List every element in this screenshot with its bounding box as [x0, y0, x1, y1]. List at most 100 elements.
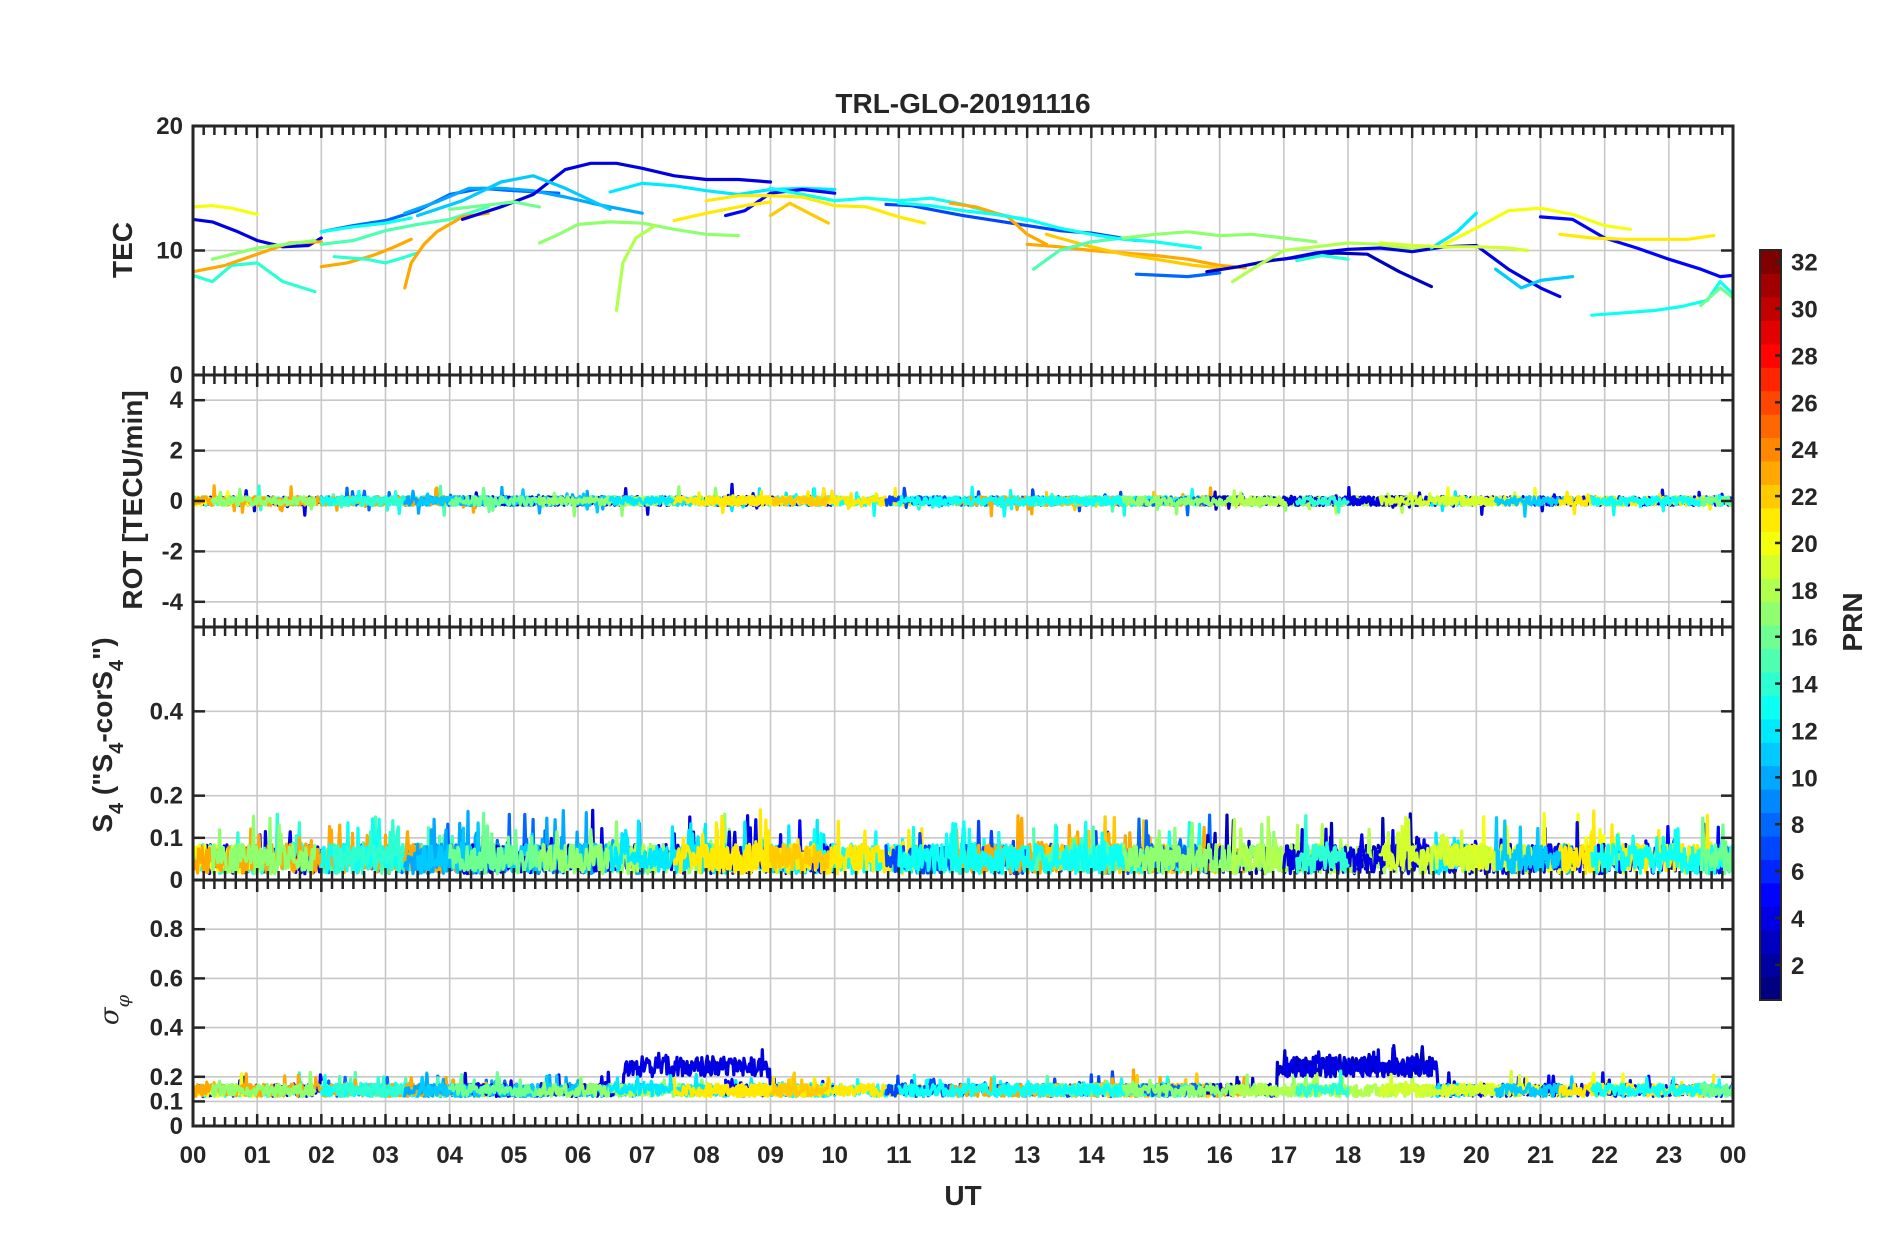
colorbar-tick-label: 28	[1791, 343, 1818, 370]
y-tick-label-rot: 0	[170, 488, 183, 515]
colorbar-tick-label: 8	[1791, 812, 1804, 839]
colorbar-tick-label: 16	[1791, 625, 1818, 652]
colorbar-segment	[1760, 718, 1781, 743]
s4-series-prn-14	[332, 819, 420, 875]
tec-series-prn-18	[1230, 241, 1446, 284]
rot-series-prn-22	[768, 495, 830, 507]
colorbar-segment	[1760, 250, 1781, 275]
x-tick-label: 17	[1270, 1142, 1297, 1169]
tec-series-prn-14	[332, 251, 420, 265]
colorbar-segment	[1760, 648, 1781, 673]
tec-series-prn-10	[403, 186, 644, 215]
s4-series-prn-21	[672, 808, 773, 876]
tec-series-prn-23	[403, 211, 490, 290]
colorbar-tick-label: 30	[1791, 297, 1818, 324]
y-tick-label-rot: 2	[170, 438, 183, 465]
s4-series-prn-16	[1699, 816, 1733, 876]
panel-s4: 0 0.1 0.2 0.4	[150, 625, 1735, 894]
sigma-series-prn-14	[332, 1075, 420, 1098]
x-tick-label: 00	[180, 1142, 207, 1169]
s4-axis-label: S4 ("S4-corS4")	[87, 637, 128, 832]
colorbar-segment	[1760, 765, 1781, 790]
colorbar-segment	[1760, 789, 1781, 814]
colorbar-tick-label: 14	[1791, 672, 1818, 699]
colorbar-tick-label: 12	[1791, 718, 1818, 745]
tec-series-prn-13	[897, 201, 1202, 250]
sigma-series-prn-16	[1699, 1082, 1733, 1098]
colorbar-segment	[1760, 835, 1781, 860]
tec-series-prn-20	[193, 204, 259, 216]
sigma-series-prn-17	[1121, 1073, 1318, 1099]
tec-series-prn-4	[193, 217, 323, 249]
x-tick-label: 08	[693, 1142, 720, 1169]
tec-series-prn-15	[1032, 236, 1125, 271]
y-tick-label-sigma: 0.8	[150, 916, 183, 943]
tec-series-prn-13	[1590, 280, 1733, 317]
panel-tec: 0 10 20	[156, 113, 1735, 389]
tec-series-prn-17	[1121, 230, 1318, 244]
colorbar-segment	[1760, 460, 1781, 485]
x-tick-label: 07	[629, 1142, 656, 1169]
s4-label-sub2: 4	[106, 742, 128, 754]
s4-series-prn-17	[210, 814, 317, 876]
rot-series-prn-14	[1295, 495, 1350, 514]
tec-series-prn-23	[319, 237, 413, 269]
sigma-label-sub: φ	[113, 994, 134, 1007]
colorbar-segment	[1760, 859, 1781, 884]
tec-axis-label: TEC	[107, 222, 138, 278]
y-tick-label-sigma: 0.4	[150, 1015, 184, 1042]
x-tick-label: 16	[1206, 1142, 1233, 1169]
colorbar-segment	[1760, 578, 1781, 603]
x-tick-label: 14	[1078, 1142, 1105, 1169]
sigma-label-main: σ	[95, 1006, 125, 1025]
tec-series-prn-21	[672, 200, 773, 223]
tec-series-prn-16	[448, 200, 542, 211]
tec-series-prn-12	[1429, 211, 1478, 250]
chart-title: TRL-GLO-20191116	[835, 88, 1090, 119]
y-tick-label-sigma: 0.2	[150, 1064, 183, 1091]
colorbar-segment	[1760, 343, 1781, 368]
sigma-series-prn-14	[1295, 1069, 1350, 1098]
colorbar-tick-label: 18	[1791, 578, 1818, 605]
x-tick-label: 05	[500, 1142, 527, 1169]
colorbar-segment	[1760, 976, 1781, 1001]
colorbar-segment	[1760, 671, 1781, 696]
colorbar-segment	[1760, 437, 1781, 462]
y-tick-label-s4: 0.4	[150, 698, 184, 725]
tec-series-prn-17	[210, 238, 317, 261]
s4-label-sub3: 4	[106, 659, 128, 671]
tec-series-prn-21	[704, 194, 927, 225]
panel-rot: -4 -2 0 2 4	[162, 373, 1735, 629]
colorbar-tick-label: 24	[1791, 437, 1818, 464]
x-axis: 00 01 02 03 04 05 06 07 08 09 10 11 12 13 14 15 16 17 18 19…	[180, 1142, 1747, 1169]
tec-series-prn-20	[1442, 206, 1632, 246]
x-tick-label: 18	[1335, 1142, 1362, 1169]
x-tick-label: 04	[436, 1142, 463, 1169]
colorbar-tick-label: 26	[1791, 390, 1818, 417]
y-tick-label-tec: 20	[156, 113, 183, 140]
s4-label-sub: 4	[106, 802, 128, 814]
colorbar-tick-label: 6	[1791, 859, 1804, 886]
colorbar-segment	[1760, 554, 1781, 579]
x-tick-label: 03	[372, 1142, 399, 1169]
s4-series-prn-16	[448, 811, 542, 876]
colorbar-tick-label: 20	[1791, 531, 1818, 558]
tec-series-prn-19	[1378, 241, 1530, 253]
colorbar-segment	[1760, 812, 1781, 837]
colorbar-segment	[1760, 414, 1781, 439]
tec-series-prn-17	[537, 220, 740, 245]
s4-label-close: ")	[87, 637, 118, 660]
sigma-series-prn-17	[210, 1070, 317, 1099]
colorbar-tick-label: 10	[1791, 765, 1818, 792]
plot-area-rot	[193, 482, 1733, 518]
x-tick-label: 22	[1591, 1142, 1618, 1169]
sigma-series-prn-21	[672, 1077, 773, 1098]
s4-series-prn-13	[1590, 827, 1733, 875]
colorbar-segment	[1760, 320, 1781, 345]
tec-series-prn-15	[319, 205, 490, 246]
tec-series-prn-13	[319, 216, 413, 234]
x-tick-label: 00	[1720, 1142, 1747, 1169]
y-tick-label-tec: 10	[156, 238, 183, 265]
